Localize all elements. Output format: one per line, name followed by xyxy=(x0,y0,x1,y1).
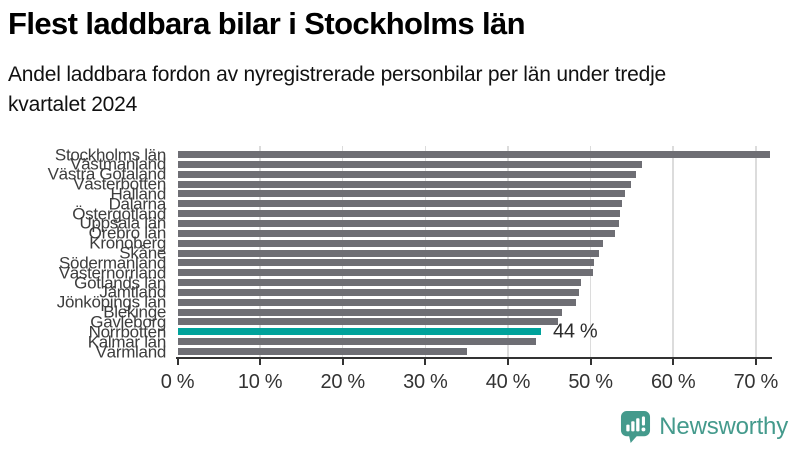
subtitle-line-2: kvartalet 2024 xyxy=(8,93,138,116)
category-label-kronoberg: Kronoberg xyxy=(89,233,166,253)
category-label-jamtland: Jämtland xyxy=(99,282,166,302)
bar-vasterbotten xyxy=(177,180,632,188)
gridline-70 xyxy=(755,146,757,358)
category-label-sodermanland: Södermanland xyxy=(59,253,166,273)
y-axis-category-labels: Stockholms län Västmanland Västra Götaland… xyxy=(0,145,172,361)
bar-ostergotland xyxy=(177,210,621,218)
bar-kronoberg xyxy=(177,239,603,247)
category-label-stockholms-lan: Stockholms län xyxy=(54,145,166,164)
tick-mark-30 xyxy=(424,357,427,365)
bar-blekinge xyxy=(177,308,562,316)
tick-mark-10 xyxy=(259,357,262,365)
tick-mark-40 xyxy=(506,357,509,365)
category-label-norrbotten: Norrbotten xyxy=(88,322,167,342)
category-label-vasternorrland: Västernorrland xyxy=(58,263,167,283)
category-label-blekinge: Blekinge xyxy=(103,302,166,322)
bar-vastmanland xyxy=(177,160,642,168)
tick-mark-70 xyxy=(754,357,757,365)
bar-halland xyxy=(177,190,626,198)
category-label-vasterbotten: Västerbotten xyxy=(73,174,166,194)
chart-title: Flest laddbara bilar i Stockholms län xyxy=(8,6,526,41)
subtitle-line-1: Andel laddbara fordon av nyregistrerade … xyxy=(8,63,667,86)
bar-skane xyxy=(177,249,599,257)
tick-mark-0 xyxy=(176,357,179,365)
category-label-dalarna: Dalarna xyxy=(108,194,167,214)
tick-label-60: 60 % xyxy=(650,371,696,393)
highlight-value-label: 44 % xyxy=(553,320,598,343)
tick-mark-20 xyxy=(341,357,344,365)
x-axis-line xyxy=(176,357,772,359)
bar-vasternorrland xyxy=(177,269,594,277)
bar-orebro-lan xyxy=(177,229,615,237)
bar-jamtland xyxy=(177,288,579,296)
category-label-varmland: Värmland xyxy=(95,342,167,361)
tick-label-40: 40 % xyxy=(485,371,531,393)
newsworthy-logo[interactable]: Newsworthy xyxy=(620,410,788,444)
bar-gavleborg xyxy=(177,318,558,326)
tick-label-70: 70 % xyxy=(733,371,779,393)
category-label-uppsala-lan: Uppsala län xyxy=(79,213,167,233)
category-label-vastmanland: Västmanland xyxy=(70,154,166,174)
category-label-gavleborg: Gävleborg xyxy=(90,312,166,332)
chart-subtitle: Andel laddbara fordon av nyregistrerade … xyxy=(8,60,796,120)
category-label-skane: Skåne xyxy=(119,243,166,263)
tick-mark-60 xyxy=(672,357,675,365)
plot-area xyxy=(177,146,772,358)
bar-dalarna xyxy=(177,200,622,208)
bar-jonkopings-lan xyxy=(177,298,576,306)
tick-label-0: 0 % xyxy=(160,371,195,393)
category-label-vastra-gotaland: Västra Götaland xyxy=(47,164,167,184)
bar-vastra-gotaland xyxy=(177,170,636,178)
bar-norrbotten xyxy=(177,328,541,336)
tick-label-50: 50 % xyxy=(568,371,613,393)
category-label-gotlands-lan: Gotlands län xyxy=(74,273,166,293)
newsworthy-bubble-icon xyxy=(621,411,651,443)
tick-label-10: 10 % xyxy=(237,371,283,393)
category-label-ostergotland: Östergötland xyxy=(72,204,166,224)
category-label-kalmar-lan: Kalmar län xyxy=(87,332,167,352)
bar-kalmar-lan xyxy=(177,338,537,346)
newsworthy-wordmark: Newsworthy xyxy=(659,413,788,440)
category-label-jonkopings-lan: Jönköpings län xyxy=(56,292,167,312)
bar-uppsala-lan xyxy=(177,219,619,227)
tick-label-20: 20 % xyxy=(320,371,366,393)
bar-varmland xyxy=(177,348,467,355)
bar-sodermanland xyxy=(177,259,594,267)
gridline-60 xyxy=(672,146,674,358)
category-label-orebro-lan: Örebro län xyxy=(88,223,167,243)
tick-label-30: 30 % xyxy=(403,371,448,393)
category-label-halland: Halland xyxy=(110,184,166,204)
bar-gotlands-lan xyxy=(177,279,581,287)
bar-stockholms-lan xyxy=(177,151,770,158)
tick-mark-50 xyxy=(589,357,592,365)
